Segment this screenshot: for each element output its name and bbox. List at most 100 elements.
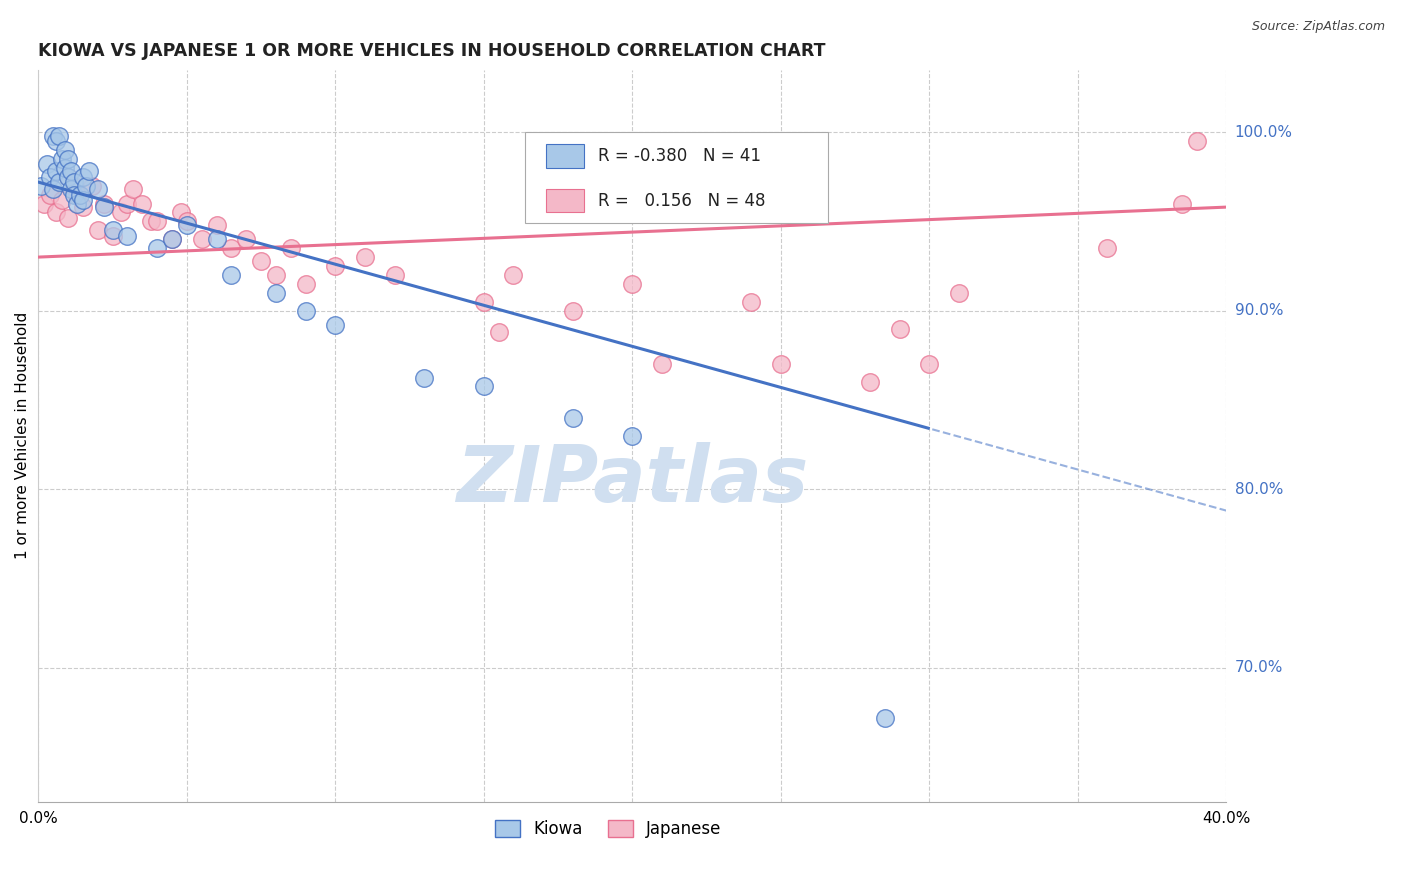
Point [63, 175, 86, 189]
Point [561, 303, 583, 318]
Point [56, 152, 79, 166]
Point [294, 277, 316, 291]
Point [80, 178, 103, 193]
Point [56, 211, 79, 225]
Point [48, 175, 70, 189]
Point [250, 253, 273, 268]
Point [561, 410, 583, 425]
Point [131, 196, 153, 211]
Point [56, 169, 79, 184]
Point [1170, 196, 1192, 211]
Point [101, 228, 124, 243]
Point [472, 378, 495, 392]
Point [294, 303, 316, 318]
Point [72, 169, 94, 184]
Point [66, 187, 89, 202]
Point [63, 187, 86, 202]
Point [141, 214, 163, 228]
Point [176, 218, 198, 232]
Point [323, 318, 346, 332]
Text: ZIPatlas: ZIPatlas [456, 442, 808, 517]
Point [75, 178, 97, 193]
FancyBboxPatch shape [526, 132, 828, 223]
Point [51, 193, 73, 207]
Text: R = -0.380   N = 41: R = -0.380 N = 41 [598, 147, 761, 165]
Point [37, 157, 59, 171]
Point [472, 294, 495, 309]
Point [45, 134, 67, 148]
Point [39, 169, 62, 184]
Point [323, 259, 346, 273]
Point [87, 182, 110, 196]
Point [948, 285, 970, 300]
Point [59, 164, 82, 178]
Point [221, 268, 243, 282]
Legend: Kiowa, Japanese: Kiowa, Japanese [489, 813, 728, 845]
Point [621, 428, 644, 442]
Point [170, 205, 193, 219]
Point [889, 321, 911, 335]
Point [42, 182, 65, 196]
Point [32, 196, 55, 211]
Text: R =   0.156   N = 48: R = 0.156 N = 48 [598, 192, 765, 210]
Point [205, 232, 228, 246]
Point [122, 182, 145, 196]
Point [72, 200, 94, 214]
Point [93, 200, 115, 214]
Point [117, 196, 139, 211]
Y-axis label: 1 or more Vehicles in Household: 1 or more Vehicles in Household [15, 312, 30, 559]
Point [621, 277, 644, 291]
Point [72, 193, 94, 207]
Point [93, 196, 115, 211]
Point [160, 232, 183, 246]
Point [53, 143, 76, 157]
Point [101, 223, 124, 237]
Point [117, 228, 139, 243]
Point [77, 164, 100, 178]
Text: KIOWA VS JAPANESE 1 OR MORE VEHICLES IN HOUSEHOLD CORRELATION CHART: KIOWA VS JAPANESE 1 OR MORE VEHICLES IN … [38, 42, 825, 60]
Text: 100.0%: 100.0% [1234, 125, 1292, 140]
Point [221, 241, 243, 255]
Point [56, 169, 79, 184]
Text: 80.0%: 80.0% [1234, 482, 1282, 497]
Point [146, 241, 169, 255]
Point [87, 223, 110, 237]
Point [384, 268, 406, 282]
Point [30, 178, 52, 193]
Point [651, 357, 673, 371]
Point [45, 164, 67, 178]
Point [873, 711, 896, 725]
Point [488, 325, 510, 339]
Point [45, 205, 67, 219]
Point [1185, 134, 1208, 148]
Point [859, 375, 882, 389]
Point [160, 232, 183, 246]
Point [264, 285, 287, 300]
Point [740, 294, 762, 309]
Point [264, 268, 287, 282]
Point [769, 357, 792, 371]
Point [53, 161, 76, 175]
Text: 90.0%: 90.0% [1234, 303, 1284, 318]
Point [235, 232, 257, 246]
Point [146, 214, 169, 228]
Point [48, 128, 70, 143]
Point [205, 218, 228, 232]
Point [69, 187, 91, 202]
Point [1097, 241, 1119, 255]
Point [63, 178, 86, 193]
Point [280, 241, 302, 255]
Point [354, 250, 377, 264]
Text: Source: ZipAtlas.com: Source: ZipAtlas.com [1251, 20, 1385, 33]
Bar [546, 189, 583, 212]
Point [190, 232, 212, 246]
Point [59, 182, 82, 196]
Point [39, 187, 62, 202]
Point [42, 128, 65, 143]
Point [176, 214, 198, 228]
Text: 70.0%: 70.0% [1234, 660, 1282, 675]
Point [918, 357, 941, 371]
Point [110, 205, 132, 219]
Point [51, 152, 73, 166]
Point [66, 196, 89, 211]
